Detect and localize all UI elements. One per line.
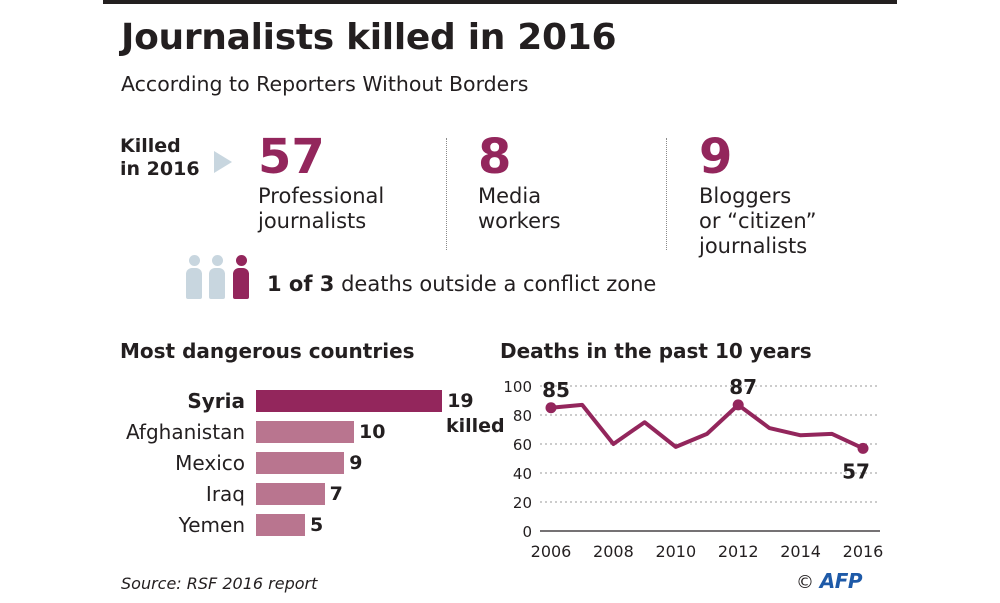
data-point bbox=[857, 442, 869, 454]
bar-category-label: Syria bbox=[187, 389, 245, 413]
x-tick-label: 2014 bbox=[780, 542, 821, 561]
bar-category-label: Mexico bbox=[175, 451, 245, 475]
y-tick-label: 20 bbox=[513, 494, 532, 512]
bar-value-label: 10 bbox=[359, 421, 386, 443]
data-label: 57 bbox=[842, 459, 870, 483]
stat-bloggers: 9 Bloggers or “citizen” journalists bbox=[699, 131, 816, 259]
data-label: 87 bbox=[729, 375, 757, 399]
bar-value-label: 5 bbox=[310, 514, 324, 536]
bar bbox=[256, 483, 325, 505]
stat-media-workers: 8 Media workers bbox=[478, 131, 561, 234]
x-tick-label: 2006 bbox=[531, 542, 572, 561]
data-point bbox=[545, 402, 557, 414]
y-tick-label: 100 bbox=[503, 378, 532, 396]
stat-label: Professional journalists bbox=[258, 184, 385, 233]
stat-value: 9 bbox=[699, 129, 733, 185]
person-icon bbox=[186, 255, 202, 299]
bar-value-label: 7 bbox=[329, 483, 343, 505]
bar-value-label: 9 bbox=[349, 452, 363, 474]
conflict-rest: deaths outside a conflict zone bbox=[334, 272, 657, 296]
bar-chart-title: Most dangerous countries bbox=[120, 339, 415, 363]
bar-category-label: Afghanistan bbox=[125, 420, 245, 444]
people-icons bbox=[186, 255, 256, 301]
credit: © AFP bbox=[796, 568, 863, 596]
stat-professional-journalists: 57 Professional journalists bbox=[258, 131, 384, 234]
killed-label: Killed in 2016 bbox=[120, 135, 200, 180]
line-chart-title: Deaths in the past 10 years bbox=[500, 339, 812, 363]
x-tick-label: 2012 bbox=[718, 542, 759, 561]
series-line bbox=[549, 402, 865, 451]
person-icon bbox=[209, 255, 225, 299]
x-tick-label: 2008 bbox=[593, 542, 634, 561]
person-highlight-icon bbox=[233, 255, 249, 299]
conflict-zone-text: 1 of 3 deaths outside a conflict zone bbox=[267, 270, 656, 298]
divider bbox=[666, 138, 667, 250]
data-point bbox=[732, 399, 744, 411]
divider bbox=[446, 138, 447, 250]
bar bbox=[256, 390, 443, 412]
top-rule bbox=[103, 0, 897, 4]
stat-value: 8 bbox=[478, 129, 512, 185]
bar-value-unit: killed bbox=[446, 415, 505, 437]
line-chart: 0 20 40 60 80 100 2006 2008 2010 2012 2014 2016 85 87… bbox=[503, 375, 884, 561]
bar bbox=[256, 514, 305, 536]
bar-category-label: Iraq bbox=[205, 482, 245, 506]
x-tick-label: 2010 bbox=[655, 542, 696, 561]
stat-label: Media workers bbox=[478, 184, 561, 233]
x-tick-label: 2016 bbox=[843, 542, 884, 561]
y-tick-label: 80 bbox=[513, 407, 532, 425]
bar-category-label: Yemen bbox=[178, 513, 245, 537]
conflict-ratio: 1 of 3 bbox=[267, 272, 335, 296]
stat-label: Bloggers or “citizen” journalists bbox=[699, 184, 817, 258]
arrow-right-icon bbox=[214, 151, 232, 173]
bar-value-label: 19 bbox=[447, 390, 474, 412]
copyright-symbol: © bbox=[796, 572, 814, 593]
page-title: Journalists killed in 2016 bbox=[121, 17, 617, 58]
y-tick-label: 0 bbox=[522, 523, 532, 541]
bar bbox=[256, 421, 354, 443]
stat-value: 57 bbox=[258, 129, 325, 185]
y-tick-label: 60 bbox=[513, 436, 532, 454]
afp-logo: AFP bbox=[819, 569, 863, 593]
page-subtitle: According to Reporters Without Borders bbox=[121, 72, 529, 96]
bar bbox=[256, 452, 345, 474]
y-tick-label: 40 bbox=[513, 465, 532, 483]
source-note: Source: RSF 2016 report bbox=[121, 574, 318, 593]
data-label: 85 bbox=[542, 378, 570, 402]
